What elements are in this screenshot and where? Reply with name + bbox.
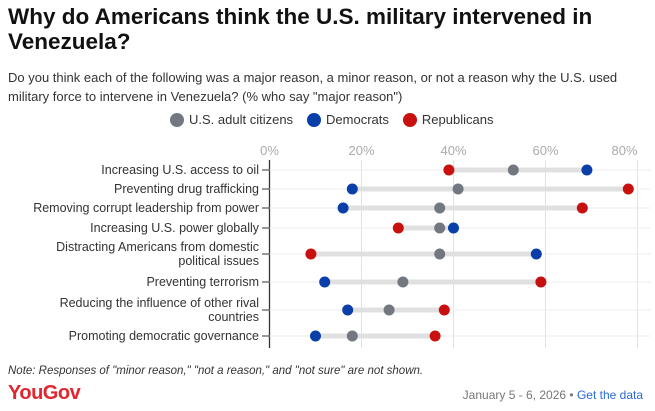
category-label: Preventing drug trafficking	[114, 182, 259, 196]
category-label: Distracting Americans from domestic	[56, 240, 259, 254]
legend-label: U.S. adult citizens	[189, 112, 294, 127]
category-label: political issues	[178, 254, 259, 268]
data-point	[622, 183, 634, 195]
data-point	[337, 202, 349, 214]
note: Note: Responses of "minor reason," "not …	[8, 365, 424, 377]
data-point	[530, 248, 542, 260]
legend-label: Democrats	[326, 112, 389, 127]
legend-item: U.S. adult citizens	[170, 112, 293, 127]
legend: U.S. adult citizens Democrats Republicans	[170, 112, 493, 127]
data-point	[429, 330, 441, 342]
footer: January 5 - 6, 2026 • Get the data	[463, 388, 643, 402]
legend-label: Republicans	[421, 112, 494, 127]
data-point	[346, 330, 358, 342]
category-label: Reducing the influence of other rival	[60, 296, 259, 310]
data-point	[305, 248, 317, 260]
data-point	[319, 276, 331, 288]
data-point	[452, 183, 464, 195]
tick-label: 20%	[348, 143, 374, 158]
data-point	[443, 164, 455, 176]
legend-item: Republicans	[402, 112, 494, 127]
tick-label: 40%	[440, 143, 466, 158]
category-label: Removing corrupt leadership from power	[33, 201, 259, 215]
category-label: Increasing U.S. access to oil	[101, 163, 259, 177]
category-label: countries	[208, 310, 259, 324]
category-label: Preventing terrorism	[146, 275, 259, 289]
data-point	[397, 276, 409, 288]
date: January 5 - 6, 2026	[462, 388, 567, 402]
data-point	[507, 164, 519, 176]
data-point	[581, 164, 593, 176]
data-point	[392, 222, 404, 234]
data-point	[535, 276, 547, 288]
data-point	[576, 202, 588, 214]
category-label: Promoting democratic governance	[69, 329, 259, 343]
data-point	[342, 304, 354, 316]
category-label: Increasing U.S. power globally	[90, 221, 260, 235]
data-point	[438, 304, 450, 316]
legend-swatch	[402, 112, 417, 127]
data-point	[434, 248, 446, 260]
yougov-logo: YouGov	[8, 382, 81, 404]
data-point	[383, 304, 395, 316]
chart-title: Why do Americans think the U.S. military…	[8, 4, 593, 54]
data-point	[448, 222, 459, 234]
legend-swatch	[170, 112, 184, 127]
data-point	[434, 202, 446, 214]
chart-subtitle: Do you think each of the following was a…	[8, 70, 618, 104]
data-point	[310, 330, 321, 342]
legend-item: Democrats	[307, 112, 389, 127]
tick-label: 80%	[611, 143, 637, 158]
data-point	[346, 183, 358, 195]
tick-label: 60%	[532, 143, 558, 158]
tick-label: 0%	[260, 143, 279, 158]
legend-swatch	[307, 112, 322, 127]
data-point	[434, 222, 446, 234]
separator: •	[566, 388, 577, 402]
get-data-link[interactable]: Get the data	[576, 388, 643, 402]
